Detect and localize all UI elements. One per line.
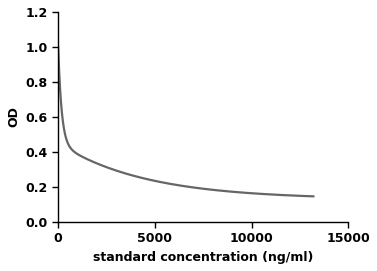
Y-axis label: OD: OD (7, 107, 20, 127)
X-axis label: standard concentration (ng/ml): standard concentration (ng/ml) (93, 251, 313, 264)
